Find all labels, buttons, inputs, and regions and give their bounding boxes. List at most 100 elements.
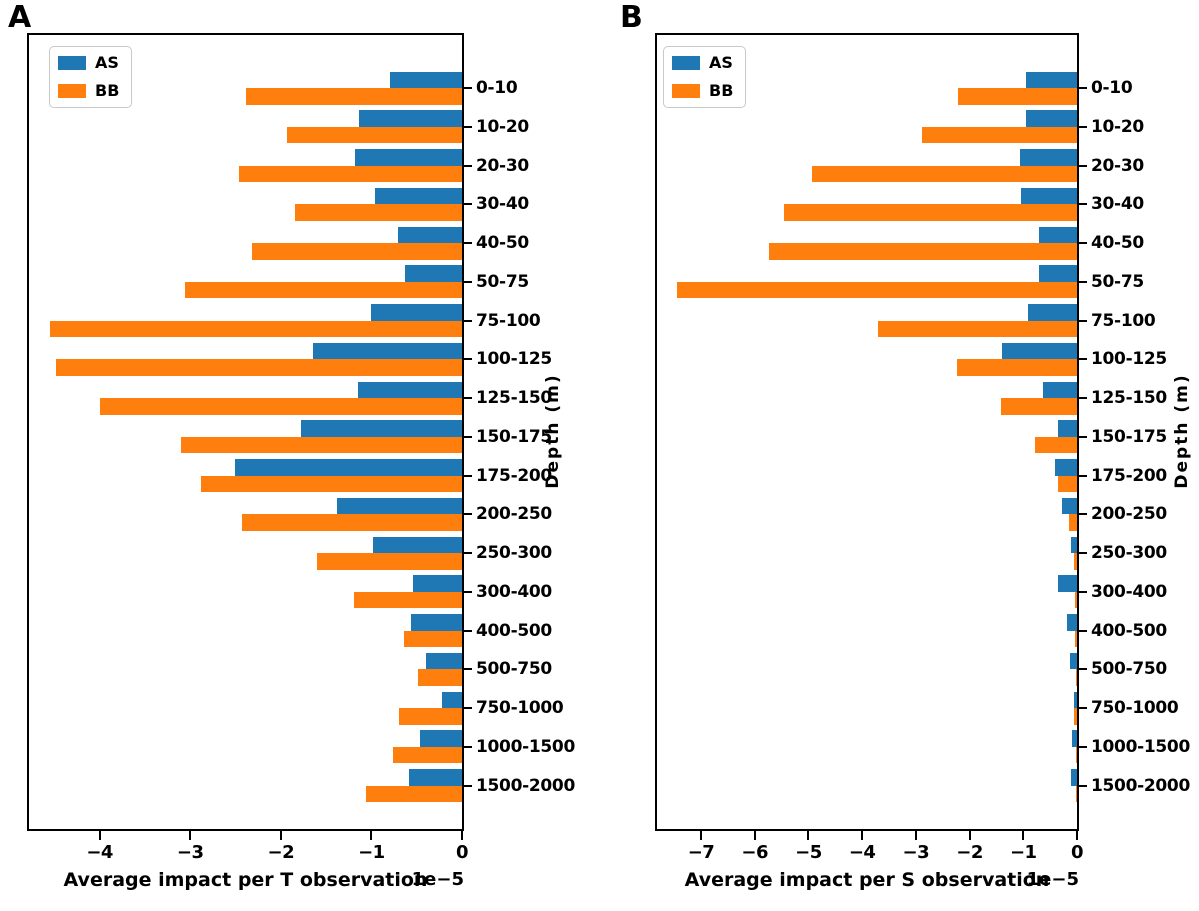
y-tick-mark bbox=[464, 125, 472, 128]
bar-as-1000-1500 bbox=[420, 730, 462, 747]
legend-label-as: AS bbox=[95, 53, 119, 72]
depth-tick-label: 40-50 bbox=[1091, 233, 1144, 253]
y-tick-mark bbox=[464, 319, 472, 322]
bar-as-40-50 bbox=[397, 226, 462, 243]
y-tick-mark bbox=[464, 358, 472, 361]
depth-tick-label: 20-30 bbox=[1091, 155, 1144, 176]
depth-tick-label: 125-150 bbox=[476, 388, 552, 408]
depth-tick-label: 250-300 bbox=[476, 543, 552, 563]
depth-tick-label: 150-175 bbox=[1091, 426, 1167, 447]
axis-offset-text-b: 1e−5 bbox=[1026, 869, 1079, 890]
x-tick-mark bbox=[968, 831, 971, 840]
legend-label-as: AS bbox=[709, 53, 733, 72]
bar-bb-500-750 bbox=[417, 669, 462, 686]
depth-tick-label: 125-150 bbox=[1091, 388, 1167, 408]
depth-tick-label: 0-10 bbox=[476, 78, 518, 98]
x-tick-mark bbox=[279, 831, 282, 840]
legend-label-bb: BB bbox=[709, 81, 734, 100]
legend-item-as: AS bbox=[672, 54, 733, 72]
bar-bb-200-250 bbox=[1069, 514, 1077, 531]
depth-tick-label: 75-100 bbox=[1091, 310, 1156, 331]
x-tick-mark bbox=[914, 831, 917, 840]
bar-bb-300-400 bbox=[1075, 591, 1077, 609]
y-tick-mark bbox=[464, 474, 472, 477]
bar-as-0-10 bbox=[1025, 71, 1077, 88]
bar-bb-200-250 bbox=[241, 514, 462, 531]
bar-as-1500-2000 bbox=[1070, 769, 1077, 786]
legend-swatch-bb bbox=[58, 84, 86, 98]
bar-bb-750-1000 bbox=[398, 708, 462, 725]
x-tick-label: −1 bbox=[1009, 842, 1037, 863]
bar-as-100-125 bbox=[313, 342, 462, 360]
bar-as-125-150 bbox=[1043, 381, 1077, 398]
y-tick-mark bbox=[464, 164, 472, 167]
bar-as-175-200 bbox=[234, 459, 462, 476]
bar-bb-10-20 bbox=[922, 126, 1077, 144]
bar-bb-125-150 bbox=[1001, 398, 1077, 415]
x-tick-mark bbox=[370, 831, 373, 840]
bar-bb-500-750 bbox=[1075, 669, 1077, 686]
y-tick-mark bbox=[464, 745, 472, 748]
bar-as-250-300 bbox=[1071, 536, 1077, 553]
bar-bb-75-100 bbox=[49, 320, 462, 337]
depth-tick-label: 30-40 bbox=[1091, 194, 1144, 215]
legend-swatch-bb bbox=[672, 84, 700, 98]
bar-bb-750-1000 bbox=[1073, 708, 1077, 725]
bar-bb-100-125 bbox=[56, 359, 462, 376]
x-tick-mark bbox=[807, 831, 810, 840]
bar-bb-0-10 bbox=[245, 88, 462, 105]
depth-tick-label: 150-175 bbox=[476, 426, 552, 447]
depth-tick-label: 200-250 bbox=[1091, 504, 1167, 525]
y-tick-mark bbox=[1079, 319, 1087, 322]
x-tick-mark bbox=[98, 831, 101, 840]
depth-tick-label: 1500-2000 bbox=[476, 775, 575, 796]
bar-bb-20-30 bbox=[239, 165, 462, 182]
legend-label-bb: BB bbox=[95, 81, 120, 100]
bar-as-20-30 bbox=[355, 149, 462, 166]
y-tick-mark bbox=[464, 552, 472, 554]
depth-tick-label: 400-500 bbox=[476, 620, 552, 641]
legend-swatch-as bbox=[58, 56, 86, 70]
bar-as-75-100 bbox=[1027, 304, 1077, 321]
depth-tick-label: 0-10 bbox=[1091, 78, 1133, 98]
bar-bb-250-300 bbox=[1073, 553, 1077, 570]
y-tick-mark bbox=[464, 242, 472, 244]
bar-as-200-250 bbox=[1061, 497, 1077, 515]
y-tick-mark bbox=[1079, 435, 1087, 438]
depth-tick-label: 10-20 bbox=[1091, 116, 1144, 137]
bar-bb-10-20 bbox=[287, 126, 462, 144]
x-axis-label-b: Average impact per S observation bbox=[684, 869, 1050, 891]
y-tick-mark bbox=[464, 435, 472, 438]
bar-as-1000-1500 bbox=[1072, 730, 1077, 747]
bar-bb-1000-1500 bbox=[393, 746, 462, 764]
legend-item-as: AS bbox=[58, 54, 119, 72]
bar-bb-175-200 bbox=[1058, 475, 1077, 492]
x-tick-mark bbox=[1022, 831, 1025, 840]
depth-tick-label: 1000-1500 bbox=[476, 736, 575, 757]
bar-as-400-500 bbox=[1067, 614, 1077, 631]
y-tick-mark bbox=[1079, 87, 1087, 89]
y-axis-label-b: Depth (m) bbox=[1172, 373, 1192, 489]
y-tick-mark bbox=[1079, 629, 1087, 632]
depth-tick-label: 75-100 bbox=[476, 310, 541, 331]
y-tick-mark bbox=[464, 707, 472, 709]
depth-tick-label: 400-500 bbox=[1091, 620, 1167, 641]
bar-as-100-125 bbox=[1001, 342, 1077, 360]
bar-bb-1000-1500 bbox=[1076, 746, 1077, 764]
x-tick-mark bbox=[461, 831, 463, 840]
y-tick-mark bbox=[1079, 590, 1087, 593]
bar-as-175-200 bbox=[1054, 459, 1077, 476]
bar-as-0-10 bbox=[389, 71, 462, 88]
x-tick-label: −3 bbox=[902, 842, 930, 863]
bar-as-300-400 bbox=[413, 575, 462, 592]
bar-as-75-100 bbox=[371, 304, 462, 321]
depth-tick-label: 20-30 bbox=[476, 155, 529, 176]
depth-tick-label: 100-125 bbox=[476, 349, 552, 370]
legend-item-bb: BB bbox=[672, 82, 733, 100]
bar-bb-150-175 bbox=[1035, 436, 1077, 454]
bar-as-500-750 bbox=[425, 652, 462, 670]
y-tick-mark bbox=[1079, 242, 1087, 244]
legend-item-bb: BB bbox=[58, 82, 119, 100]
y-tick-mark bbox=[1079, 203, 1087, 206]
